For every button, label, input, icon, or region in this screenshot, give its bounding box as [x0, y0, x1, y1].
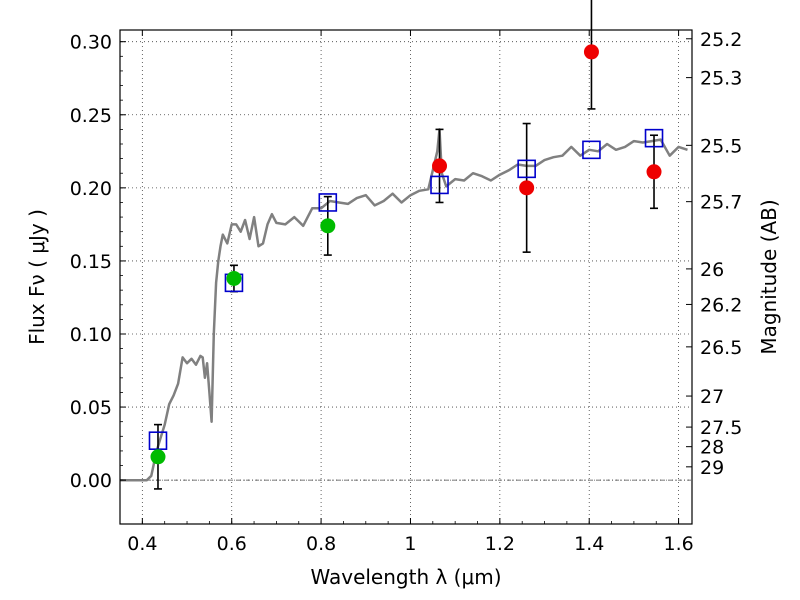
x-tick-label: 1.2	[485, 533, 515, 555]
model-point	[644, 128, 664, 148]
red-point	[432, 158, 448, 174]
x-tick-label: 0.4	[127, 533, 157, 555]
model-spectrum-line	[120, 128, 688, 482]
x-tick-label: 1.6	[663, 533, 693, 555]
mag-tick-label: 28	[700, 437, 724, 459]
mag-tick-label: 25.5	[700, 135, 742, 157]
model-point	[430, 175, 449, 195]
mag-tick-label: 29	[700, 457, 724, 479]
red-point	[519, 180, 535, 196]
green-point	[320, 218, 336, 234]
mag-tick-label: 25.3	[700, 68, 742, 90]
green-point	[226, 270, 242, 286]
y-tick-label: 0.05	[70, 397, 112, 419]
y-tick-label: 0.30	[70, 32, 112, 54]
y-axis-label: Flux Fν ( μJy )	[25, 209, 49, 345]
x-axis-label: Wavelength λ (μm)	[310, 565, 501, 589]
x-tick-label: 1.4	[574, 533, 604, 555]
model-point	[318, 193, 338, 212]
model-point	[148, 431, 168, 450]
mag-tick-label: 26.2	[700, 294, 742, 316]
model-point	[517, 159, 536, 179]
green-point	[150, 449, 166, 465]
mag-tick-label: 26	[700, 259, 724, 281]
tick-labels: 0.4 0.6 0.8 1 1.2 1.4 1.6 0.00 0.05 0.10 0.15 0.20 0…	[70, 29, 743, 555]
mag-tick-label: 27	[700, 386, 724, 408]
y-tick-label: 0.15	[70, 251, 112, 273]
model-point	[582, 140, 601, 160]
x-tick-label: 0.8	[306, 533, 336, 555]
mag-tick-label: 25.7	[700, 192, 742, 214]
y-tick-label: 0.20	[70, 178, 112, 200]
right-axis-label: Magnitude (AB)	[757, 199, 781, 354]
plot-frame	[119, 29, 693, 525]
red-point	[646, 164, 662, 180]
grid-lines	[120, 30, 692, 524]
y-tick-label: 0.25	[70, 105, 112, 127]
axis-ticks	[120, 30, 692, 524]
y-tick-label: 0.10	[70, 324, 112, 346]
y-tick-label: 0.00	[70, 470, 112, 492]
x-tick-label: 0.6	[217, 533, 247, 555]
mag-tick-label: 27.5	[700, 417, 742, 439]
mag-tick-label: 26.5	[700, 337, 742, 359]
x-tick-label: 1	[404, 533, 416, 555]
mag-tick-label: 25.2	[700, 29, 742, 51]
model-spectrum	[120, 128, 688, 482]
data-points	[148, 44, 664, 465]
red-point	[583, 44, 599, 60]
